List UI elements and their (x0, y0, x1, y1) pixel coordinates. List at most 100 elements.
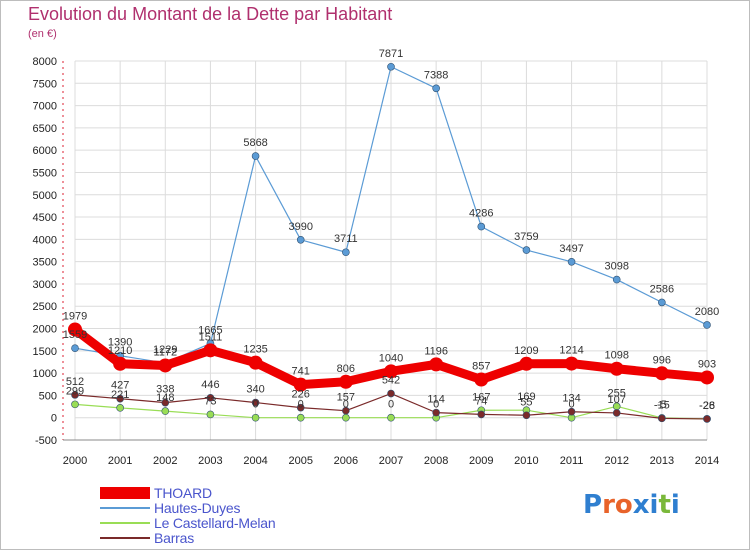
data-point-thoard (203, 343, 218, 358)
data-label-hautes-duyes: 7388 (424, 69, 448, 81)
y-tick-label: 4000 (33, 234, 57, 246)
data-point-barras (206, 394, 215, 402)
legend-swatch-barras (100, 537, 150, 539)
data-point-hautes-duyes (432, 84, 440, 93)
data-label-le-castellard-melan: 0 (253, 399, 259, 411)
data-point-thoard (68, 322, 82, 337)
data-point-hautes-duyes (703, 321, 711, 329)
data-label-thoard: 1979 (63, 310, 87, 322)
x-tick-label: 2003 (198, 455, 222, 467)
data-point-thoard (564, 356, 579, 371)
data-label-le-castellard-melan: 0 (433, 399, 439, 411)
data-label-hautes-duyes: 2080 (695, 306, 719, 318)
data-point-hautes-duyes (658, 298, 666, 307)
data-point-hautes-duyes (612, 275, 621, 284)
data-point-hautes-duyes (387, 62, 395, 71)
x-tick-label: 2000 (63, 455, 87, 467)
data-label-le-castellard-melan: -26 (699, 400, 715, 412)
y-tick-label: 5000 (33, 190, 57, 202)
data-label-barras: 114 (427, 394, 445, 406)
y-tick-label: 8000 (33, 56, 57, 68)
data-label-thoard: 1196 (424, 345, 448, 357)
data-label-barras: 226 (292, 389, 310, 401)
y-tick-label: 7000 (33, 101, 57, 113)
data-point-hautes-duyes (251, 152, 260, 160)
y-tick-label: 1500 (33, 346, 57, 358)
data-label-le-castellard-melan: 0 (388, 399, 394, 411)
data-label-hautes-duyes: 4286 (469, 208, 493, 220)
data-point-barras (703, 415, 711, 423)
x-tick-label: 2014 (695, 455, 719, 467)
data-point-barras (432, 408, 440, 417)
data-point-barras (71, 391, 79, 399)
legend-swatch-hautes-duyes (100, 507, 150, 509)
data-label-barras: -15 (654, 399, 670, 411)
x-tick-label: 2013 (650, 455, 674, 467)
data-label-hautes-duyes: 7871 (379, 48, 403, 60)
data-label-hautes-duyes: 5868 (243, 137, 267, 149)
unit-label: (en €) (28, 28, 57, 40)
data-point-thoard (113, 356, 128, 371)
data-label-thoard: 1235 (243, 344, 267, 356)
data-point-thoard (654, 366, 669, 381)
data-label-le-castellard-melan: 0 (569, 399, 575, 411)
data-label-le-castellard-melan: 0 (298, 399, 304, 411)
data-point-le-castellard-melan (116, 404, 124, 412)
data-point-barras (251, 398, 260, 407)
data-point-thoard (248, 355, 263, 370)
x-tick-label: 2001 (108, 455, 132, 467)
data-label-hautes-duyes: 3497 (559, 243, 583, 255)
data-point-thoard (338, 374, 353, 389)
y-tick-label: 3000 (33, 279, 57, 291)
data-point-thoard (609, 361, 624, 376)
logo-letter: i (649, 490, 659, 520)
data-label-thoard: 1209 (514, 345, 538, 357)
data-point-thoard (384, 364, 398, 379)
data-point-hautes-duyes (522, 246, 531, 254)
data-point-thoard (429, 357, 444, 372)
data-label-thoard: 857 (472, 360, 490, 372)
data-point-barras (161, 398, 170, 407)
data-point-barras (387, 389, 395, 398)
data-label-barras: 446 (201, 379, 219, 391)
data-label-barras: 134 (562, 393, 580, 405)
data-label-thoard: 741 (292, 366, 310, 378)
data-point-barras (116, 394, 124, 403)
data-label-le-castellard-melan: -5 (657, 399, 667, 411)
x-tick-label: 2002 (153, 455, 177, 467)
x-tick-label: 2006 (334, 455, 358, 467)
data-label-le-castellard-melan: 255 (608, 387, 626, 399)
data-label-thoard: 996 (653, 354, 671, 366)
data-label-barras: 340 (246, 384, 264, 396)
logo-letter: o (614, 490, 633, 520)
data-label-hautes-duyes: 1390 (108, 337, 132, 349)
data-point-thoard (519, 356, 534, 371)
data-point-barras (522, 411, 531, 420)
data-label-barras: 74 (475, 395, 487, 407)
logo-letter: i (670, 490, 680, 520)
data-point-barras (658, 414, 666, 423)
data-label-thoard: 1172 (153, 346, 177, 358)
data-label-hautes-duyes: 3711 (334, 233, 358, 245)
x-tick-label: 2007 (379, 455, 403, 467)
y-tick-label: 3500 (33, 257, 57, 269)
data-label-hautes-duyes: 2586 (650, 283, 674, 295)
y-tick-label: 500 (39, 390, 57, 402)
y-tick-label: 4500 (33, 212, 57, 224)
data-point-le-castellard-melan (342, 413, 350, 422)
logo-letter: r (602, 490, 615, 520)
legend-label-thoard: THOARD (154, 485, 212, 501)
data-label-le-castellard-melan: 169 (517, 391, 535, 403)
x-tick-label: 2005 (288, 455, 312, 467)
data-label-thoard: 1098 (604, 350, 628, 362)
data-point-barras (612, 409, 621, 417)
data-point-le-castellard-melan (296, 413, 305, 422)
data-point-barras (477, 410, 486, 419)
data-point-hautes-duyes (567, 257, 576, 266)
legend-label-le-castellard-melan: Le Castellard-Melan (154, 515, 276, 531)
data-label-thoard: 1214 (559, 345, 583, 357)
data-label-le-castellard-melan: 0 (343, 399, 349, 411)
data-label-barras: 157 (337, 392, 355, 404)
data-label-hautes-duyes: 3759 (514, 231, 538, 243)
